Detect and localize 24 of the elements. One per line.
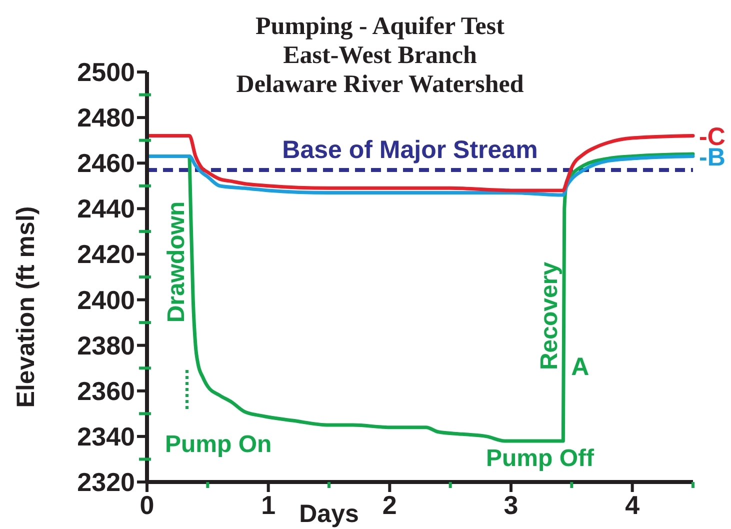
- x-tick-label: 1: [261, 490, 276, 520]
- chart-title: Pumping - Aquifer Test East-West Branch Delaware River Watershed: [236, 13, 524, 98]
- y-tick-label: 2500: [77, 57, 135, 87]
- series-label: A: [571, 352, 590, 381]
- annotation: Pump Off: [486, 445, 595, 472]
- annotation: Drawdown: [163, 201, 190, 323]
- ref-line-label: Base of Major Stream: [282, 136, 538, 164]
- y-tick-label: 2320: [77, 467, 135, 497]
- x-axis-title: Days: [299, 500, 359, 528]
- y-tick-label: 2380: [77, 330, 135, 360]
- y-tick-label: 2400: [77, 284, 135, 315]
- x-tick-label: 0: [140, 490, 154, 520]
- annotation: Recovery: [536, 261, 563, 370]
- y-tick-label: 2420: [77, 239, 135, 270]
- x-tick-label: 4: [625, 490, 640, 520]
- x-tick-label: 2: [382, 490, 397, 520]
- y-tick-label: 2460: [77, 148, 135, 178]
- annotation: Pump On: [165, 431, 272, 458]
- x-tick-label: 3: [504, 490, 518, 520]
- y-tick-label: 2480: [77, 102, 135, 133]
- y-axis-title: Elevation (ft msl): [12, 206, 40, 408]
- y-tick-label: 2340: [77, 421, 135, 452]
- y-tick-label: 2440: [77, 194, 135, 224]
- y-tick-label: 2360: [77, 376, 135, 406]
